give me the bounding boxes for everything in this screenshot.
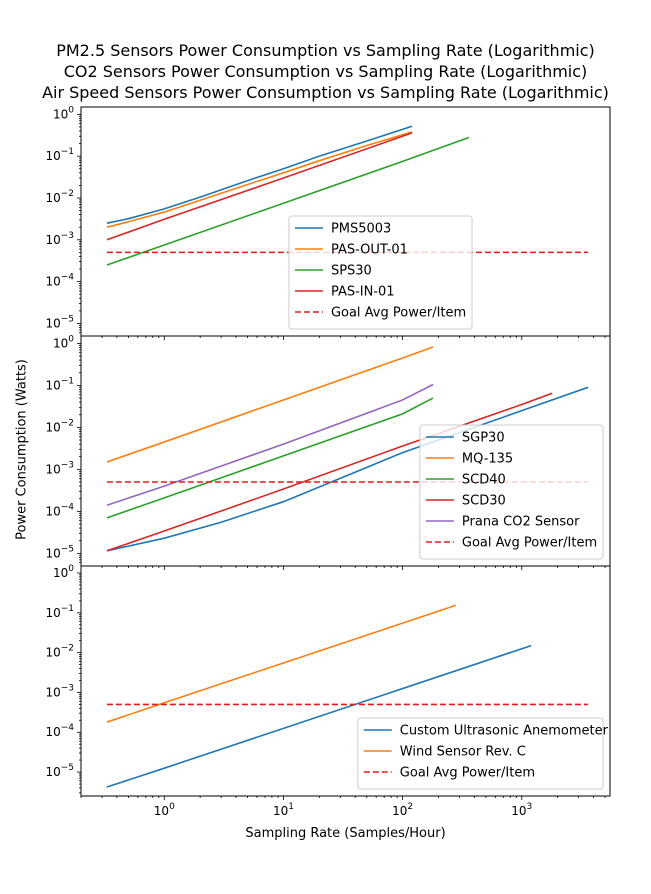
legend-box [288,215,473,330]
subplot-1: 10−5 10−4 10−3 10−2 10−1 100 PMS5003 PAS-OUT-01… [45,105,611,340]
legend: Custom Ultrasonic Anemometer Wind Sensor … [357,717,609,790]
y-tick-label: 10−4 [45,502,74,518]
series-line-pas-out-01 [106,131,413,228]
legend-label: PAS-IN-01 [331,285,395,300]
legend-label: SPS30 [331,264,372,279]
series-line-scd30 [106,392,553,552]
y-tick-label: 10−5 [45,763,74,779]
series-line-custom-ultrasonic-anemometer [106,644,532,788]
y-tick-label: 10−4 [45,273,74,289]
y-tick-label: 10−3 [45,460,74,476]
y-tick-label: 10−2 [45,418,74,434]
series-line-mq-135 [106,346,434,463]
legend-label: Custom Ultrasonic Anemometer [400,724,609,739]
subplot-2: 10−510−410−310−210−1100SGP30MQ-135SCD40S… [45,334,611,570]
legend-label: SGP30 [462,431,505,446]
legend: PMS5003 PAS-OUT-01 SPS30 PAS-IN-01 Goal Avg … [288,215,473,330]
chart-title-co2: CO2 Sensors Power Consumption vs Samplin… [63,62,588,81]
legend-label: Wind Sensor Rev. C [400,745,526,760]
chart-title-pm25: PM2.5 Sensors Power Consumption vs Sampl… [56,41,595,60]
y-tick-label: 10−4 [45,723,74,739]
legend-label: Prana CO2 Sensor [462,515,580,530]
legend-label: SCD40 [462,473,506,488]
y-tick-label: 10−2 [45,644,74,660]
y-tick-label: 100 [53,564,74,580]
y-tick-label: 10−5 [45,314,74,330]
legend-label: Goal Avg Power/Item [331,306,466,321]
subplot-3: 10−5 10−4 10−3 10−2 10−1 100 100 101 102 103 Custo… [45,564,611,818]
x-axis-label: Sampling Rate (Samples/Hour) [245,826,446,841]
legend-label: Goal Avg Power/Item [462,536,597,551]
legend: SGP30 MQ-135 SCD40 SCD30 Prana CO2 Sensor Goa… [419,424,604,560]
y-tick-label: 10−1 [45,376,74,392]
y-axis-label: Power Consumption (Watts) [14,359,30,540]
x-tick-label: 103 [511,802,532,818]
legend-label: PMS5003 [331,222,391,237]
x-tick-label: 102 [392,802,413,818]
legend-box [357,717,604,790]
series-line-pms5003 [106,125,413,224]
legend-label: MQ-135 [462,452,513,467]
series-line-sgp30 [106,386,589,552]
y-tick-label: 10−1 [45,147,74,163]
legend-box [419,424,604,560]
legend-label: Goal Avg Power/Item [400,766,535,781]
series-line-wind-sensor-rev-c [106,604,457,723]
y-tick-label: 10−3 [45,231,74,247]
y-tick-label: 10−1 [45,604,74,620]
y-tick-label: 10−5 [45,544,74,560]
axes-frame [80,565,611,797]
legend-label: PAS-OUT-01 [331,243,408,258]
series-line-prana-co2-sensor [106,383,434,506]
y-tick-label: 10−2 [45,189,74,205]
series-line-pas-in-01 [106,132,413,241]
figure-title-block: PM2.5 Sensors Power Consumption vs Sampl… [0,40,651,103]
y-tick-label: 100 [53,105,74,121]
chart-title-airspeed: Air Speed Sensors Power Consumption vs S… [42,83,609,102]
series-line-scd40 [106,397,434,519]
legend-label: SCD30 [462,494,506,509]
x-tick-label: 101 [273,802,294,818]
y-tick-label: 10−3 [45,683,74,699]
y-tick-label: 100 [53,334,74,350]
x-tick-label: 100 [154,802,175,818]
